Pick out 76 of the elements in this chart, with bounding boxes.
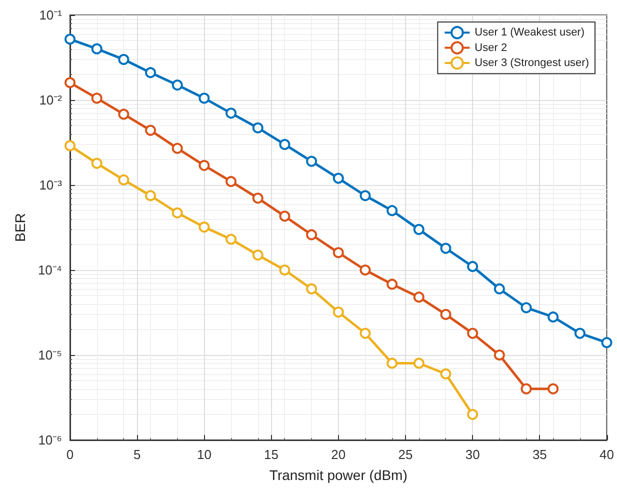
x-tick-label: 25 bbox=[398, 447, 413, 462]
point bbox=[145, 124, 156, 136]
point bbox=[440, 242, 452, 254]
x-tick-label: 30 bbox=[465, 447, 480, 462]
point bbox=[386, 205, 398, 216]
legend-label: User 3 (Strongest user) bbox=[474, 57, 590, 69]
point bbox=[360, 264, 371, 276]
point bbox=[145, 67, 156, 78]
point bbox=[226, 234, 237, 245]
point bbox=[64, 34, 76, 45]
point bbox=[172, 80, 183, 91]
point bbox=[172, 142, 183, 154]
point bbox=[360, 190, 371, 202]
point bbox=[198, 222, 210, 233]
point bbox=[413, 358, 424, 369]
point bbox=[279, 264, 290, 276]
y-axis-title: BER bbox=[12, 213, 28, 242]
point bbox=[64, 77, 76, 88]
point bbox=[252, 122, 264, 134]
point bbox=[306, 156, 318, 167]
point bbox=[413, 292, 424, 303]
y-tick-label: 10⁻³ bbox=[39, 178, 63, 192]
point bbox=[198, 92, 210, 104]
point bbox=[520, 302, 532, 314]
x-tick-label: 15 bbox=[264, 447, 279, 462]
point bbox=[226, 108, 237, 119]
point bbox=[601, 337, 612, 348]
point bbox=[440, 368, 452, 380]
point bbox=[413, 224, 424, 235]
y-tick-label: 10⁻¹ bbox=[39, 8, 63, 22]
x-tick-label: 40 bbox=[600, 447, 614, 462]
point bbox=[252, 192, 264, 204]
x-axis-title: Transmit power (dBm) bbox=[269, 467, 408, 483]
point bbox=[332, 306, 344, 318]
point bbox=[306, 229, 318, 240]
legend-label: User 2 bbox=[474, 42, 508, 54]
x-tick-label: 20 bbox=[331, 447, 346, 462]
point bbox=[118, 174, 130, 186]
point bbox=[467, 328, 478, 339]
x-tick-label: 5 bbox=[133, 447, 141, 462]
point bbox=[252, 250, 264, 261]
point bbox=[198, 160, 210, 171]
point bbox=[64, 140, 76, 152]
point bbox=[91, 92, 102, 104]
point bbox=[494, 350, 505, 360]
point bbox=[440, 308, 452, 320]
point bbox=[145, 190, 156, 202]
point bbox=[574, 328, 586, 339]
x-tick-label: 10 bbox=[196, 447, 212, 462]
point bbox=[279, 138, 290, 150]
legend-label: User 1 (Weakest user) bbox=[474, 26, 585, 39]
point bbox=[118, 54, 130, 65]
point bbox=[332, 247, 344, 258]
x-tick-label: 0 bbox=[66, 447, 74, 462]
y-tick-label: 10⁻⁶ bbox=[38, 432, 62, 448]
point bbox=[172, 207, 183, 218]
point bbox=[386, 358, 398, 369]
point bbox=[360, 328, 371, 339]
point bbox=[332, 172, 344, 184]
y-tick-label: 10⁻⁵ bbox=[38, 348, 62, 362]
point bbox=[91, 43, 102, 54]
y-tick-label: 10⁻⁴ bbox=[38, 262, 62, 278]
point bbox=[520, 383, 532, 394]
point bbox=[118, 108, 130, 120]
point bbox=[226, 176, 237, 187]
point bbox=[548, 383, 559, 394]
x-tick-label: 35 bbox=[532, 447, 547, 462]
point bbox=[386, 278, 398, 290]
point bbox=[306, 283, 318, 294]
point bbox=[467, 260, 478, 272]
point bbox=[279, 210, 290, 222]
y-tick-label: 10⁻² bbox=[39, 92, 63, 108]
point bbox=[91, 158, 102, 169]
point bbox=[548, 311, 559, 322]
point bbox=[494, 283, 505, 294]
point bbox=[467, 408, 478, 420]
